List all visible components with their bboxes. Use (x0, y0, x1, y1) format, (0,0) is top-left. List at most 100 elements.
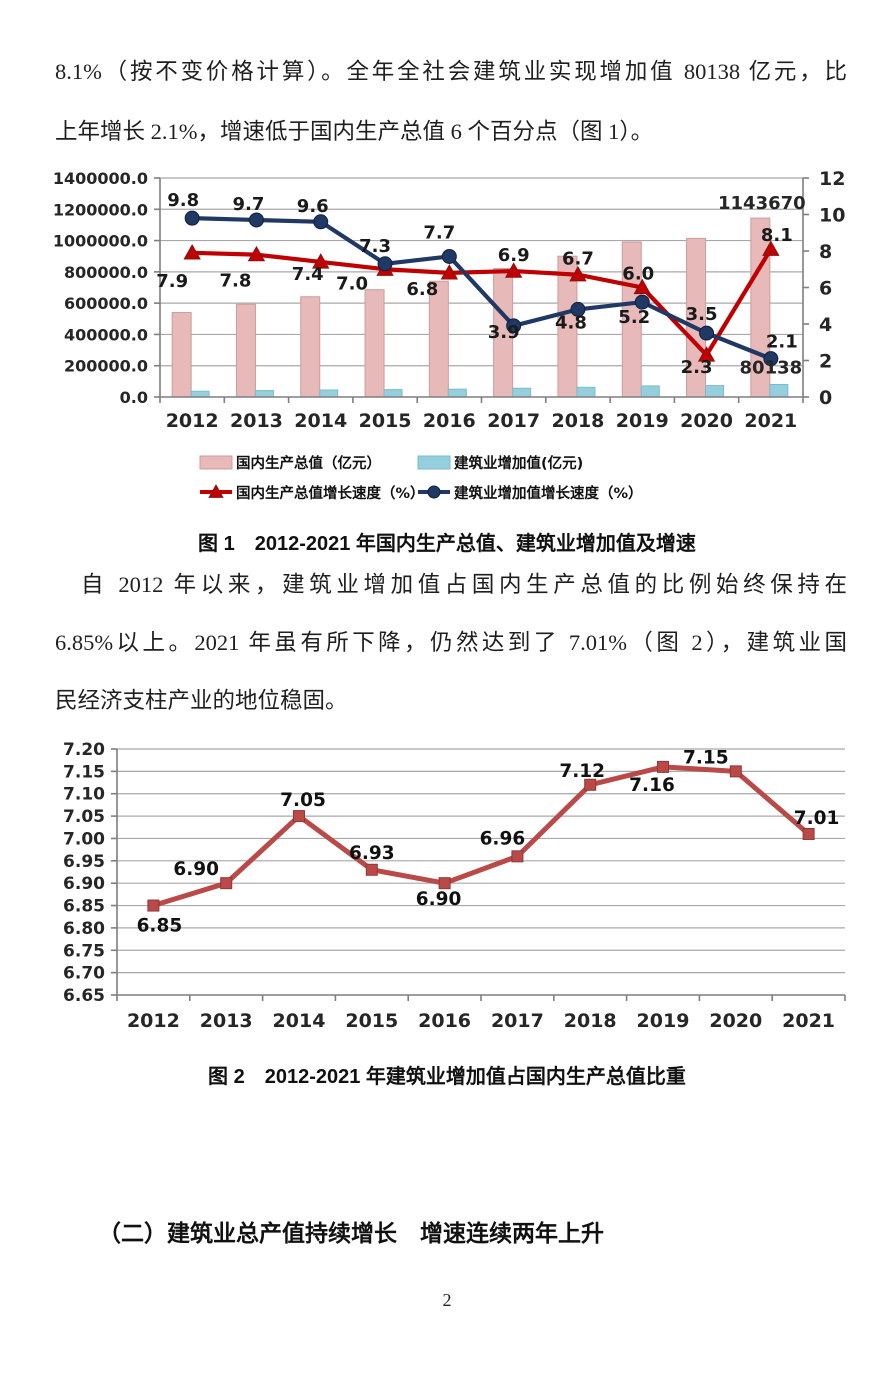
left-axis-tick: 1400000.0 (53, 169, 148, 188)
x-axis-tick: 2019 (637, 1010, 690, 1032)
construction-bar (512, 387, 532, 398)
square-marker (147, 899, 160, 912)
line-data-label: 6.9 (498, 245, 530, 266)
gdp-bar (364, 289, 385, 398)
right-axis-tick: 12 (819, 168, 845, 190)
y-axis-tick: 6.80 (63, 919, 105, 939)
bar-series (171, 217, 789, 398)
right-axis-tick: 8 (819, 241, 832, 263)
x-axis-tick: 2015 (345, 1010, 398, 1032)
legend-circle-marker (427, 485, 441, 499)
line-data-label: 6.90 (416, 889, 462, 910)
x-axis-tick: 2014 (294, 410, 347, 432)
line-data-label: 6.90 (173, 859, 219, 880)
y-axis-tick: 6.90 (63, 874, 105, 894)
square-marker (657, 760, 669, 773)
circle-marker (184, 210, 200, 226)
line-data-label: 9.6 (297, 196, 329, 217)
gdp-growth-line (183, 240, 780, 362)
line-data-label: 6.96 (480, 828, 526, 849)
triangle-marker (208, 484, 224, 498)
body-line-2: 6.85%以上。2021 年虽有所下降，仍然达到了 7.01%（图 2），建筑业… (55, 630, 847, 655)
line-data-label: 7.01 (794, 808, 840, 829)
figure2-caption: 图 2 2012-2021 年建筑业增加值占国内生产总值比重 (208, 1066, 686, 1088)
line-data-label: 7.0 (336, 273, 368, 294)
line-data-label: 7.4 (292, 264, 324, 285)
line-data-label: 2.3 (681, 357, 713, 378)
intro-line-1: 8.1%（按不变价格计算）。全年全社会建筑业实现增加值 80138 亿元，比 (55, 59, 847, 84)
figure2-chart: 6.656.706.756.806.856.906.957.007.057.10… (63, 740, 846, 1032)
construction-bar (319, 389, 339, 398)
right-axis-tick: 10 (819, 205, 845, 227)
line-data-label: 7.12 (559, 761, 605, 782)
x-axis-tick: 2017 (491, 1010, 544, 1032)
construction-bar (769, 383, 789, 398)
bar-data-label: 1143670 (718, 193, 806, 214)
y-axis-tick: 6.85 (63, 897, 105, 917)
line-data-label: 7.05 (280, 790, 326, 811)
y-axis-tick: 6.65 (63, 986, 105, 1006)
line-data-label: 7.3 (359, 236, 391, 257)
gdp-bar (171, 312, 192, 398)
figure1-chart: 0.0 200000.0 400000.0 600000.0 800000.0 10000… (53, 168, 846, 502)
triangle-marker (312, 253, 330, 269)
square-marker (293, 810, 305, 823)
x-axis-tick: 2012 (166, 410, 219, 432)
y-axis-tick: 7.10 (63, 785, 105, 805)
x-axis-tick: 2015 (359, 410, 412, 432)
triangle-marker (504, 262, 523, 278)
circle-marker (248, 212, 264, 228)
construction-bar (705, 385, 725, 398)
legend-swatch-construction (417, 455, 451, 470)
line-data-label: 6.7 (562, 249, 594, 270)
right-axis-tick: 4 (819, 314, 832, 336)
line-data-label: 9.8 (167, 190, 199, 211)
line-data-label: 4.8 (555, 312, 587, 333)
line-data-label: 6.93 (349, 843, 395, 864)
line-data-label: 3.5 (686, 304, 718, 325)
left-axis-tick: 0.0 (120, 388, 148, 407)
construction-bar (640, 385, 660, 398)
body-line-3: 民经济支柱产业的地位稳固。 (55, 688, 348, 713)
y-axis-tick: 6.70 (63, 964, 105, 984)
x-axis-tick: 2016 (423, 410, 476, 432)
square-marker (729, 765, 742, 778)
x-axis-tick: 2014 (273, 1010, 326, 1032)
triangle-marker (633, 278, 651, 295)
axes (111, 748, 846, 1001)
circle-marker (313, 214, 329, 230)
gdp-bar (235, 303, 256, 398)
chart-legend: 国内生产总值（亿元） 建筑业增加值(亿元) 国内生产总值增长速度（%） 建筑业增加值增… (199, 454, 643, 502)
legend-label: 国内生产总值增长速度（%） (236, 484, 425, 502)
legend-label: 建筑业增加值增长速度（%） (454, 484, 643, 502)
y-axis-tick: 6.95 (63, 852, 105, 872)
construction-bar (254, 390, 274, 398)
line-data-label: 6.85 (137, 916, 183, 937)
triangle-marker (247, 245, 266, 262)
y-axis-tick: 7.15 (63, 762, 105, 782)
x-axis-tick: 2016 (418, 1010, 471, 1032)
line-data-label: 3.9 (488, 322, 520, 343)
square-marker (438, 877, 451, 890)
x-axis-tick: 2020 (709, 1010, 762, 1032)
line-data-label: 7.7 (423, 222, 455, 243)
x-axis-tick: 2012 (127, 1010, 180, 1032)
triangle-marker (569, 265, 587, 282)
gridlines (160, 177, 803, 367)
construction-bar (447, 388, 467, 398)
left-axis-tick: 800000.0 (64, 263, 148, 282)
square-marker (365, 863, 378, 876)
square-marker (511, 850, 524, 863)
line-data-label: 6.8 (406, 279, 438, 300)
x-axis-tick: 2018 (564, 1010, 617, 1032)
left-axis-tick: 1200000.0 (53, 200, 148, 219)
line-data-label: 7.15 (683, 747, 729, 768)
x-axis-tick: 2021 (744, 410, 797, 432)
left-axis-tick: 200000.0 (64, 357, 148, 376)
x-axis-tick: 2019 (616, 410, 669, 432)
page-number: 2 (442, 1290, 452, 1310)
axes (154, 177, 809, 403)
right-axis-tick: 2 (819, 351, 832, 373)
line-data-label: 7.9 (156, 271, 188, 292)
